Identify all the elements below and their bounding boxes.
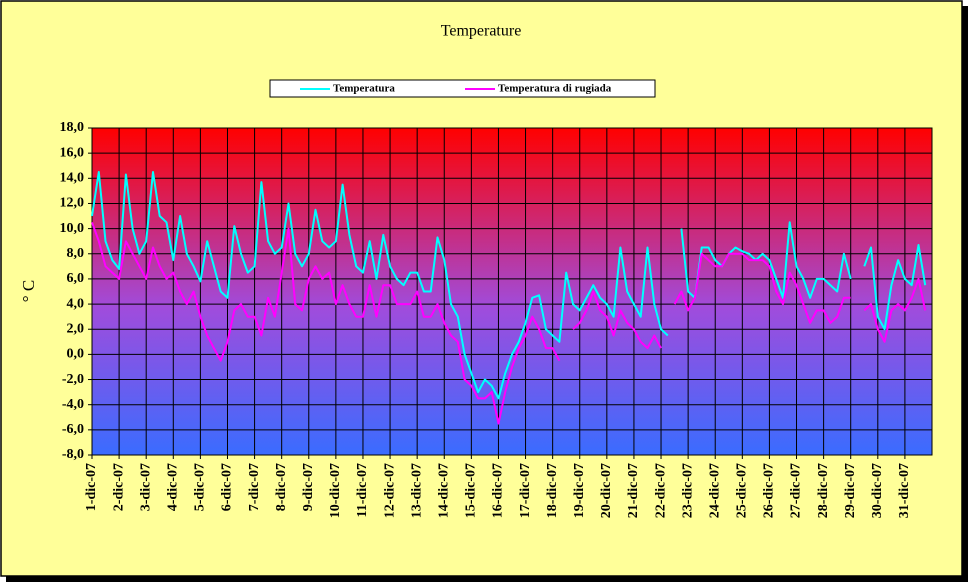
x-tick-label: 21-dic-07 — [626, 463, 641, 518]
legend-label: Temperatura di rugiada — [498, 83, 612, 95]
x-tick-label: 3-dic-07 — [138, 463, 153, 511]
x-tick-label: 2-dic-07 — [111, 463, 126, 511]
y-tick-label: 18,0 — [60, 120, 85, 135]
chart-title: Temperature — [441, 23, 522, 40]
y-tick-label: 2,0 — [67, 321, 85, 336]
x-tick-label: 9-dic-07 — [301, 463, 316, 511]
series-line — [91, 221, 927, 425]
x-tick-label: 22-dic-07 — [653, 463, 668, 518]
y-tick-label: -2,0 — [62, 372, 84, 387]
plot-border — [91, 127, 933, 456]
legend — [269, 79, 656, 98]
x-tick-label: 10-dic-07 — [328, 463, 343, 518]
x-tick-label: 16-dic-07 — [491, 463, 506, 518]
y-tick-label: -4,0 — [62, 397, 84, 412]
x-tick-label: 11-dic-07 — [355, 463, 370, 517]
y-tick-label: 8,0 — [67, 246, 85, 261]
x-tick-label: 26-dic-07 — [762, 463, 777, 518]
y-tick-label: 16,0 — [60, 145, 85, 160]
x-tick-label: 7-dic-07 — [247, 463, 262, 511]
x-tick-label: 27-dic-07 — [789, 463, 804, 518]
x-tick-label: 13-dic-07 — [409, 463, 424, 518]
x-tick-label: 23-dic-07 — [680, 463, 695, 518]
x-tick-label: 15-dic-07 — [464, 463, 479, 518]
x-tick-label: 29-dic-07 — [843, 463, 858, 518]
x-tick-label: 24-dic-07 — [707, 463, 722, 518]
plot-area — [92, 128, 932, 455]
y-axis-label: ° C — [19, 280, 38, 302]
y-tick-label: 6,0 — [67, 271, 85, 286]
y-tick-label: 0,0 — [67, 347, 85, 362]
x-tick-label: 14-dic-07 — [436, 463, 451, 518]
y-tick-label: 14,0 — [60, 171, 85, 186]
x-tick-label: 19-dic-07 — [572, 463, 587, 518]
x-tick-label: 18-dic-07 — [545, 463, 560, 518]
legend-label: Temperatura — [333, 83, 395, 95]
x-tick-label: 1-dic-07 — [84, 463, 99, 511]
x-tick-label: 12-dic-07 — [382, 463, 397, 518]
x-tick-label: 8-dic-07 — [274, 463, 289, 511]
y-tick-label: -8,0 — [62, 447, 84, 462]
x-tick-label: 6-dic-07 — [220, 463, 235, 511]
y-tick-label: 10,0 — [60, 221, 85, 236]
x-tick-label: 5-dic-07 — [193, 463, 208, 511]
y-tick-label: 4,0 — [67, 296, 85, 311]
x-tick-label: 31-dic-07 — [897, 463, 912, 518]
x-tick-label: 25-dic-07 — [735, 463, 750, 518]
x-tick-label: 4-dic-07 — [166, 463, 181, 511]
series-line — [91, 171, 927, 400]
x-tick-label: 20-dic-07 — [599, 463, 614, 518]
y-tick-label: -6,0 — [62, 422, 84, 437]
y-tick-label: 12,0 — [60, 196, 85, 211]
x-tick-label: 28-dic-07 — [816, 463, 831, 518]
x-tick-label: 17-dic-07 — [518, 463, 533, 518]
x-tick-label: 30-dic-07 — [870, 463, 885, 518]
